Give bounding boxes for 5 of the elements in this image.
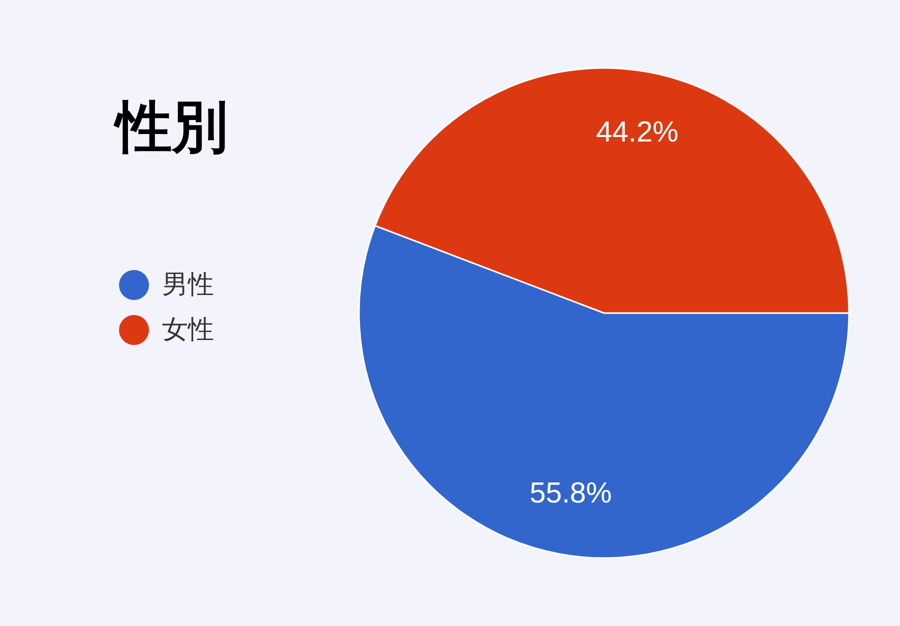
text: 性別	[113, 97, 228, 159]
data-label: 55.8%	[530, 478, 612, 510]
legend-label: 男性	[162, 270, 214, 300]
data-label: 44.2%	[596, 116, 678, 148]
legend-label: 女性	[162, 315, 214, 345]
